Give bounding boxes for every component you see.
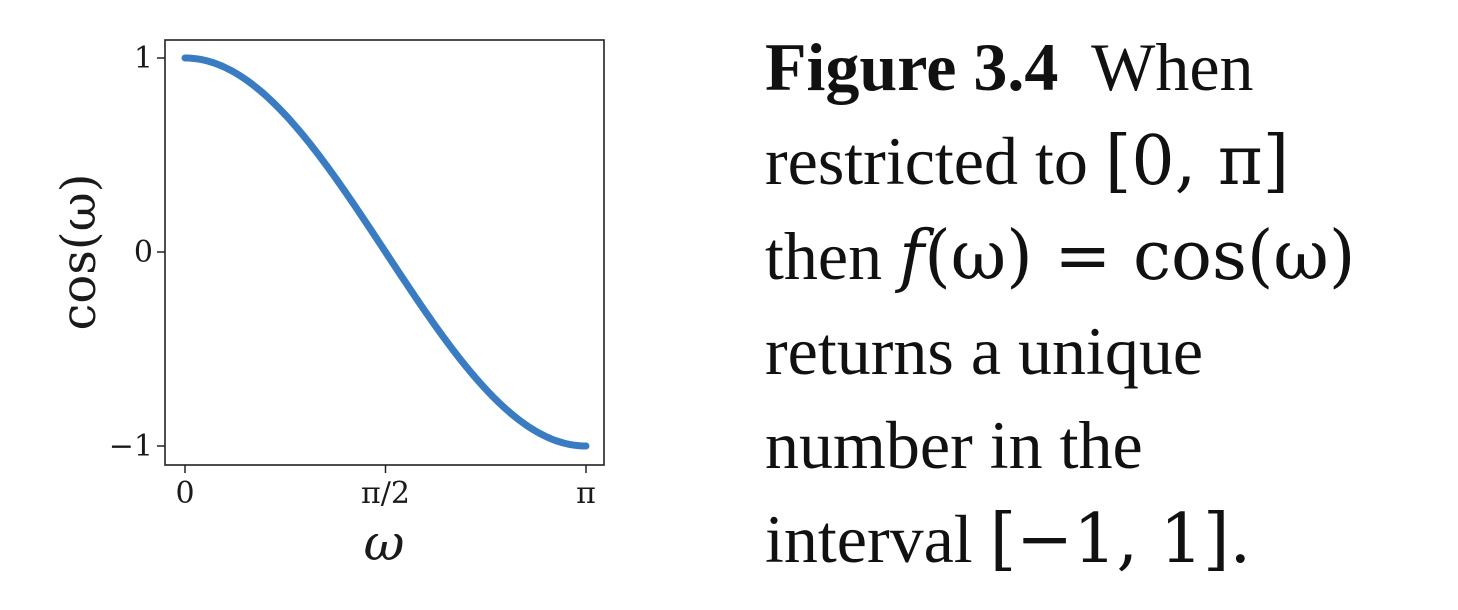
x-axis-label: ω <box>364 514 405 572</box>
caption-math-cos-eq: (ω) = cos(ω) <box>924 217 1356 296</box>
cos-series-line <box>181 54 590 450</box>
caption-line-4: returns a unique <box>765 313 1204 389</box>
y-tick-label: 0 <box>134 235 153 270</box>
tick-group: 0 π/2 π 1 0 −1 <box>109 41 596 511</box>
caption-line-5: number in the <box>765 407 1143 483</box>
caption-text-2: restricted to <box>765 123 1088 199</box>
caption-text-3: then <box>765 218 883 294</box>
caption-math-interval-0-pi: [0, π] <box>1104 122 1290 201</box>
caption-line-2: restricted to [0, π] <box>765 114 1445 209</box>
caption-math-interval-minus1-1: [−1, 1]. <box>989 500 1252 579</box>
figure-caption: Figure 3.4 When restricted to [0, π] the… <box>765 20 1445 587</box>
caption-figure-label: Figure 3.4 <box>765 29 1059 105</box>
caption-line-6: interval [−1, 1]. <box>765 492 1445 587</box>
caption-line-1: Figure 3.4 When <box>765 20 1445 114</box>
series-layer <box>181 54 590 450</box>
x-tick-label: π <box>576 476 596 511</box>
x-tick-label: π/2 <box>361 476 410 511</box>
caption-line-3: then f(ω) = cos(ω) <box>765 209 1445 304</box>
y-tick-label: 1 <box>134 41 153 76</box>
cosine-plot: 0 π/2 π 1 0 −1 ω cos(ω) <box>51 39 605 572</box>
y-tick-label: −1 <box>109 429 153 464</box>
caption-math-f: f <box>899 217 925 296</box>
caption-text-1: When <box>1091 29 1254 105</box>
caption-text-6: interval <box>765 501 973 577</box>
y-axis-label: cos(ω) <box>51 173 107 330</box>
x-tick-label: 0 <box>175 476 194 511</box>
